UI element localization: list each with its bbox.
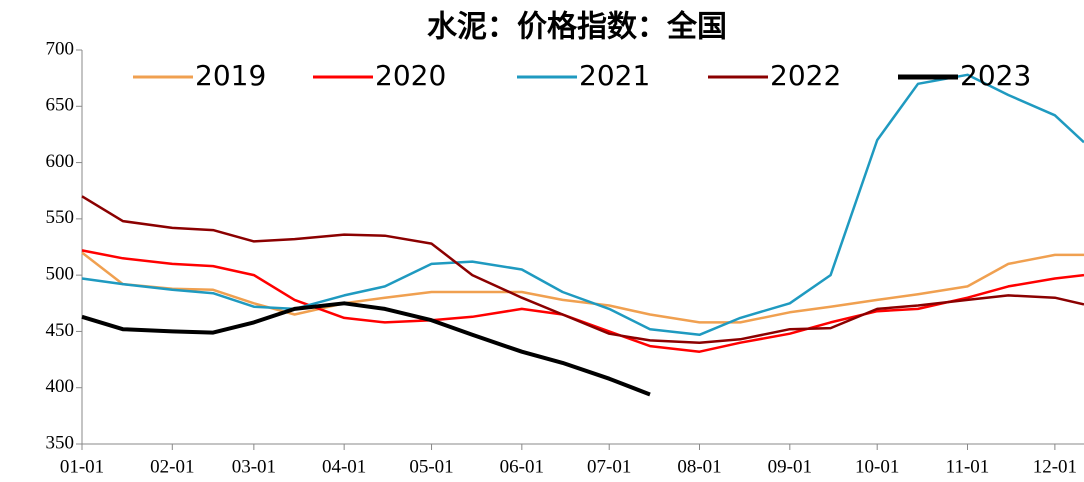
y-tick-label: 550 [46, 207, 75, 228]
x-tick-label: 11-01 [946, 456, 990, 477]
y-tick-label: 500 [46, 264, 75, 285]
x-tick-label: 02-01 [150, 456, 194, 477]
x-tick-label: 09-01 [768, 456, 812, 477]
y-tick-label: 450 [46, 320, 75, 341]
series-line [81, 195, 1084, 344]
series-line [81, 251, 1084, 324]
series-line [81, 73, 1084, 337]
y-tick-label: 600 [46, 151, 75, 172]
chart-title: 水泥：价格指数：全国 [427, 10, 727, 45]
x-tick-label: 03-01 [232, 456, 276, 477]
legend-label: 2022 [770, 59, 841, 92]
x-tick-label: 04-01 [322, 456, 366, 477]
legend-label: 2020 [375, 59, 446, 92]
series-line [81, 249, 1084, 353]
y-tick-label: 650 [46, 95, 75, 116]
x-tick-label: 07-01 [587, 456, 631, 477]
x-tick-label: 10-01 [855, 456, 899, 477]
series-line [81, 301, 651, 397]
x-tick-label: 08-01 [677, 456, 721, 477]
legend-label: 2023 [960, 59, 1031, 92]
y-tick-label: 350 [46, 432, 75, 453]
y-tick-label: 700 [46, 38, 75, 59]
legend-label: 2021 [579, 59, 650, 92]
x-tick-label: 12-01 [1033, 456, 1077, 477]
x-tick-label: 01-01 [60, 456, 104, 477]
legend-label: 2019 [195, 59, 266, 92]
x-tick-label: 06-01 [500, 456, 544, 477]
x-tick-label: 05-01 [409, 456, 453, 477]
y-tick-label: 400 [46, 376, 75, 397]
